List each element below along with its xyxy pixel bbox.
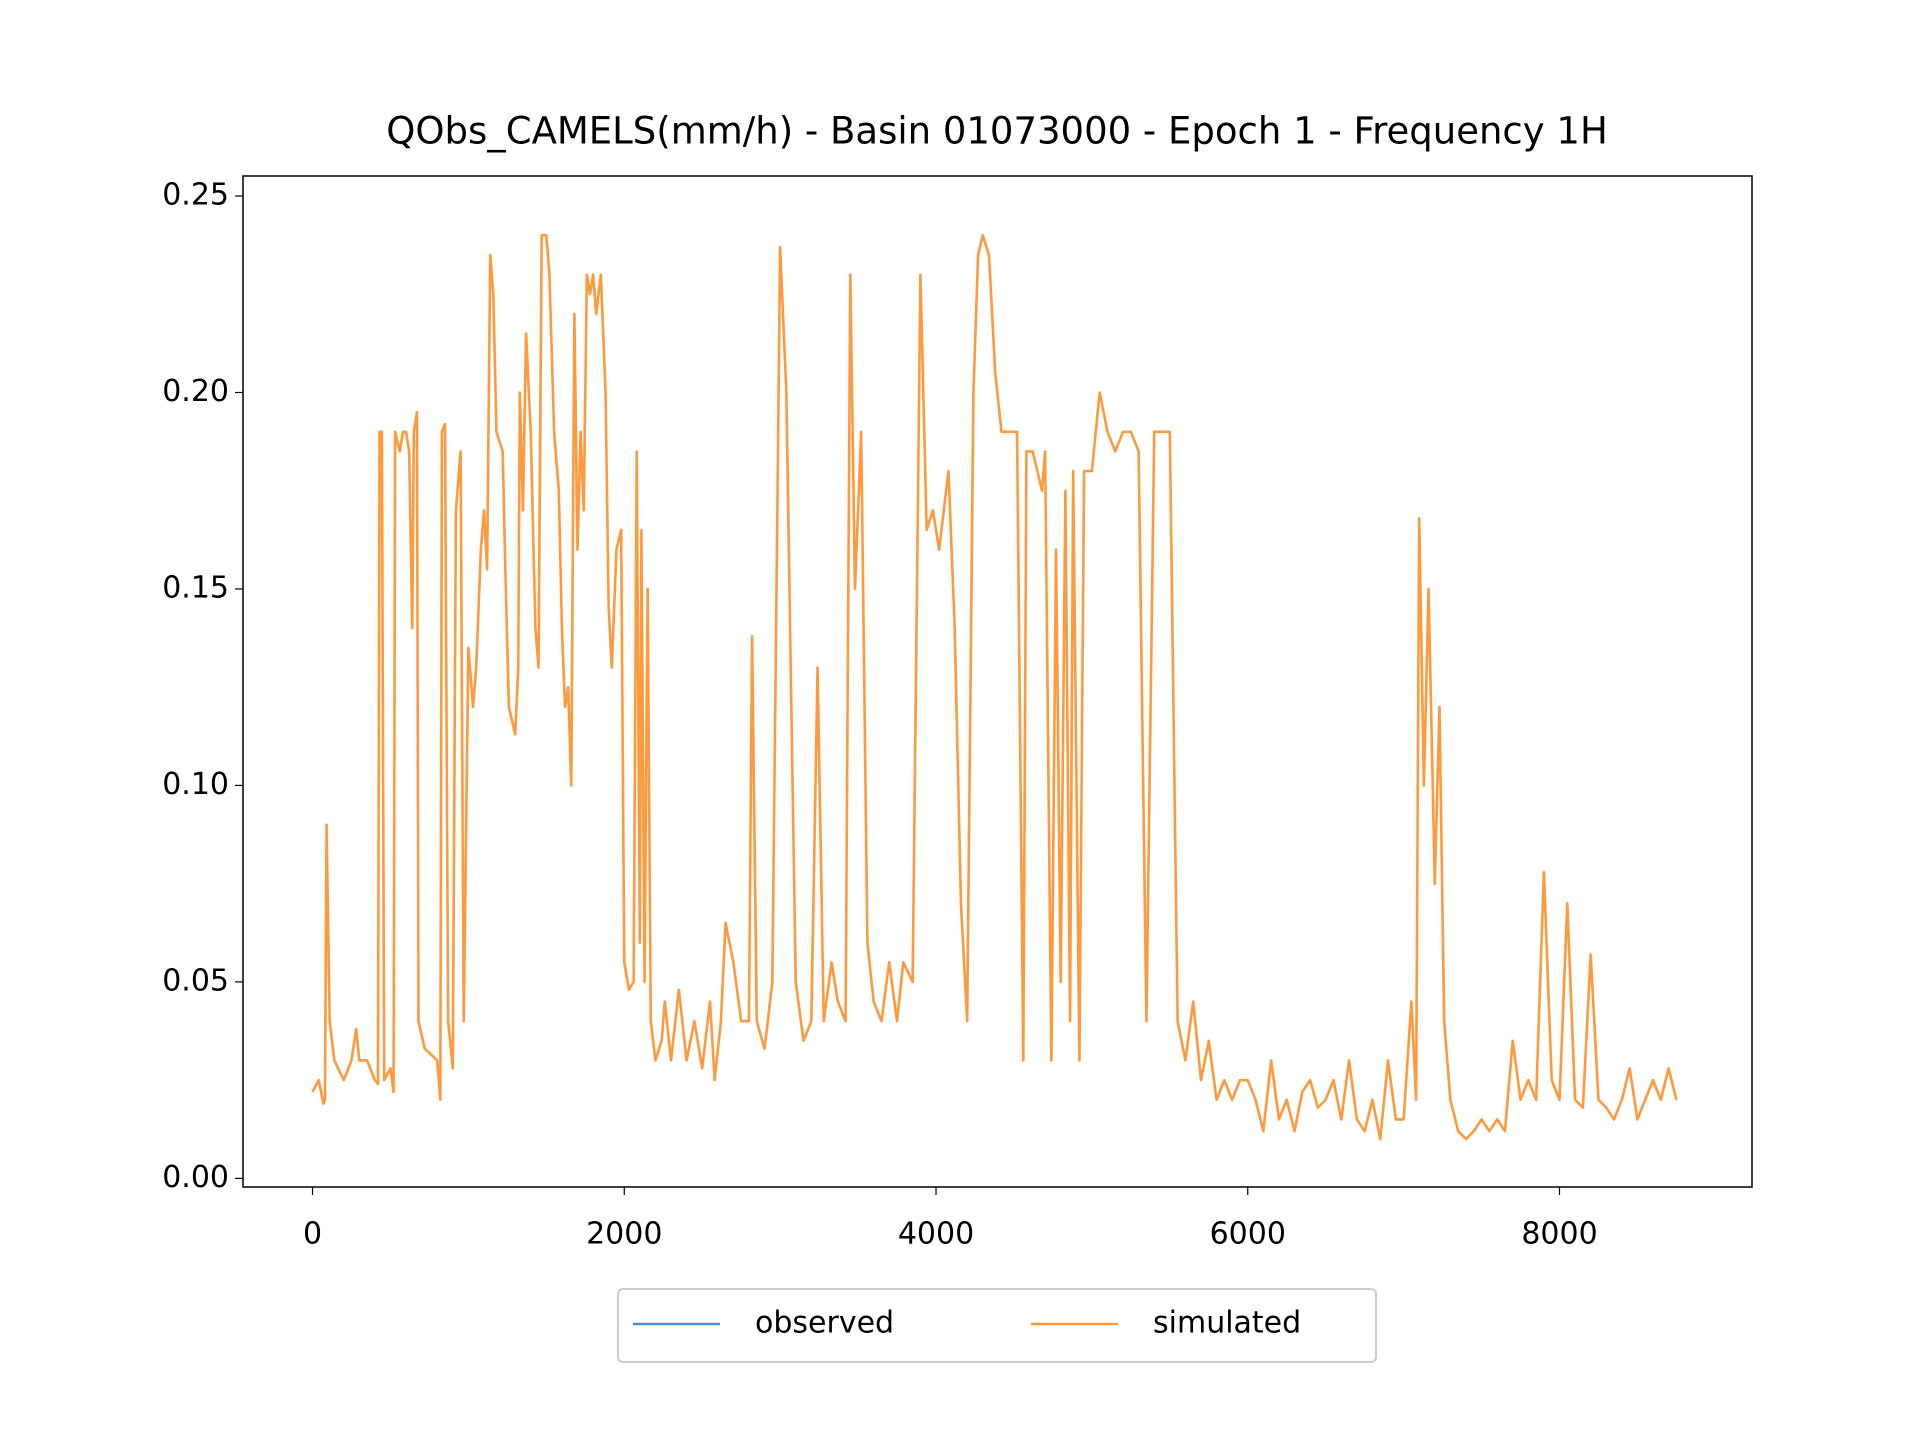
legend [617,1288,1377,1363]
y-tick-label: 0.00 [162,1160,229,1195]
y-tick-label: 0.25 [162,178,229,213]
chart-title: QObs_CAMELS(mm/h) - Basin 01073000 - Epo… [386,110,1608,153]
y-tick-label: 0.10 [162,767,229,802]
y-tick-label: 0.05 [162,963,229,998]
series-line [311,234,1678,1141]
plot-frame [242,175,1753,1188]
x-tick-label: 8000 [1521,1217,1597,1252]
x-tick-label: 4000 [898,1217,974,1252]
legend-label: observed [755,1306,894,1341]
y-tick-label: 0.15 [162,570,229,605]
x-tick-label: 2000 [586,1217,662,1252]
x-tick-label: 6000 [1210,1217,1286,1252]
x-tick-label: 0 [303,1217,322,1252]
y-tick-label: 0.20 [162,374,229,409]
legend-label: simulated [1153,1306,1301,1341]
